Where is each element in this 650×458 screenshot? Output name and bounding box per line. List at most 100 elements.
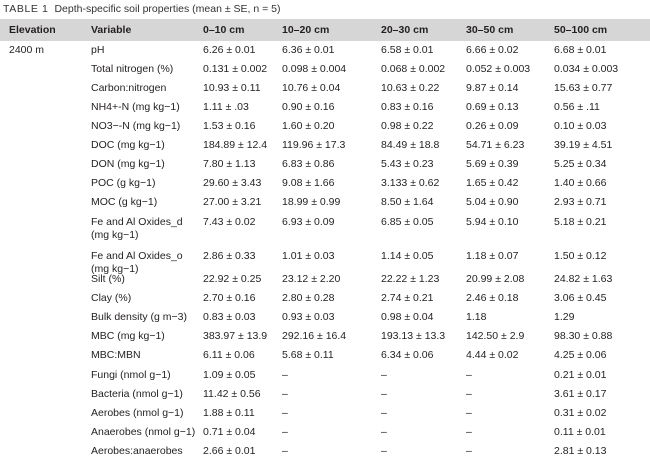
value-cell: 0.098 ± 0.004: [282, 63, 347, 75]
variable-cell: Fungi (nmol g−1): [91, 369, 171, 381]
value-cell: 0.90 ± 0.16: [282, 101, 335, 113]
value-cell: 5.18 ± 0.21: [554, 216, 607, 228]
value-cell: 1.29: [554, 311, 575, 323]
value-cell: 1.14 ± 0.05: [381, 250, 434, 262]
variable-cell: Aerobes:anaerobes: [91, 445, 183, 457]
value-cell: 10.76 ± 0.04: [282, 82, 341, 94]
value-cell: 0.83 ± 0.03: [203, 311, 256, 323]
value-cell: 39.19 ± 4.51: [554, 139, 613, 151]
value-cell: 1.11 ± .03: [203, 101, 249, 113]
value-cell: –: [381, 388, 387, 400]
value-cell: 0.11 ± 0.01: [554, 426, 606, 438]
value-cell: 1.65 ± 0.42: [466, 177, 519, 189]
value-cell: 27.00 ± 3.21: [203, 196, 262, 208]
variable-cell: Silt (%): [91, 273, 125, 285]
value-cell: 22.92 ± 0.25: [203, 273, 262, 285]
value-cell: 29.60 ± 3.43: [203, 177, 262, 189]
variable-cell: Bulk density (g m−3): [91, 311, 187, 323]
value-cell: 1.09 ± 0.05: [203, 369, 256, 381]
value-cell: 5.94 ± 0.10: [466, 216, 519, 228]
value-cell: 2.80 ± 0.28: [282, 292, 335, 304]
value-cell: 0.98 ± 0.04: [381, 311, 434, 323]
value-cell: 0.71 ± 0.04: [203, 426, 256, 438]
variable-cell: NH4+-N (mg kg−1): [91, 101, 180, 113]
value-cell: 9.08 ± 1.66: [282, 177, 335, 189]
header-variable: Variable: [91, 24, 132, 36]
value-cell: –: [466, 407, 472, 419]
value-cell: 0.31 ± 0.02: [554, 407, 607, 419]
value-cell: 142.50 ± 2.9: [466, 330, 525, 342]
table-header: Elevation Variable 0–10 cm 10–20 cm 20–3…: [0, 19, 650, 41]
value-cell: 0.034 ± 0.003: [554, 63, 619, 75]
value-cell: 6.68 ± 0.01: [554, 44, 607, 56]
value-cell: 3.133 ± 0.62: [381, 177, 440, 189]
variable-cell: Fe and Al Oxides_d (mg kg−1): [91, 216, 183, 241]
value-cell: 0.56 ± .11: [554, 101, 600, 113]
value-cell: 1.53 ± 0.16: [203, 120, 256, 132]
variable-cell: MBC (mg kg−1): [91, 330, 165, 342]
variable-cell: Bacteria (nmol g−1): [91, 388, 183, 400]
value-cell: –: [381, 445, 387, 457]
value-cell: 2.74 ± 0.21: [381, 292, 434, 304]
value-cell: 6.83 ± 0.86: [282, 158, 335, 170]
value-cell: –: [466, 426, 472, 438]
value-cell: 5.69 ± 0.39: [466, 158, 519, 170]
value-cell: –: [381, 407, 387, 419]
value-cell: 4.44 ± 0.02: [466, 349, 519, 361]
variable-cell: DOC (mg kg−1): [91, 139, 165, 151]
variable-cell: MOC (g kg−1): [91, 196, 158, 208]
variable-cell: Carbon:nitrogen: [91, 82, 167, 94]
value-cell: 0.98 ± 0.22: [381, 120, 434, 132]
header-depth-50-100: 50–100 cm: [554, 24, 608, 36]
header-depth-0-10: 0–10 cm: [203, 24, 245, 36]
value-cell: 193.13 ± 13.3: [381, 330, 446, 342]
table-title: Depth-specific soil properties (mean ± S…: [54, 3, 281, 15]
value-cell: 6.93 ± 0.09: [282, 216, 335, 228]
value-cell: 6.66 ± 0.02: [466, 44, 519, 56]
variable-cell: Total nitrogen (%): [91, 63, 174, 75]
value-cell: 8.50 ± 1.64: [381, 196, 434, 208]
value-cell: 0.83 ± 0.16: [381, 101, 434, 113]
value-cell: 119.96 ± 17.3: [282, 139, 346, 151]
value-cell: –: [282, 426, 288, 438]
value-cell: 6.58 ± 0.01: [381, 44, 434, 56]
value-cell: –: [282, 388, 288, 400]
value-cell: 7.80 ± 1.13: [203, 158, 256, 170]
variable-cell: pH: [91, 44, 105, 56]
value-cell: 3.61 ± 0.17: [554, 388, 607, 400]
value-cell: 1.18 ± 0.07: [466, 250, 519, 262]
value-cell: 2.70 ± 0.16: [203, 292, 256, 304]
value-cell: 84.49 ± 18.8: [381, 139, 440, 151]
value-cell: 6.36 ± 0.01: [282, 44, 335, 56]
value-cell: 9.87 ± 0.14: [466, 82, 519, 94]
value-cell: 1.40 ± 0.66: [554, 177, 607, 189]
header-elevation: Elevation: [9, 24, 56, 36]
value-cell: 22.22 ± 1.23: [381, 273, 440, 285]
value-cell: 24.82 ± 1.63: [554, 273, 613, 285]
value-cell: 1.60 ± 0.20: [282, 120, 335, 132]
value-cell: 11.42 ± 0.56: [203, 388, 261, 400]
variable-cell: Clay (%): [91, 292, 132, 304]
value-cell: 54.71 ± 6.23: [466, 139, 525, 151]
variable-cell: DON (mg kg−1): [91, 158, 165, 170]
variable-cell: Anaerobes (nmol g−1): [91, 426, 196, 438]
value-cell: –: [381, 426, 387, 438]
value-cell: 1.18: [466, 311, 487, 323]
value-cell: 0.69 ± 0.13: [466, 101, 519, 113]
value-cell: 5.43 ± 0.23: [381, 158, 434, 170]
value-cell: 6.26 ± 0.01: [203, 44, 256, 56]
value-cell: 98.30 ± 0.88: [554, 330, 613, 342]
value-cell: 0.21 ± 0.01: [554, 369, 607, 381]
value-cell: 1.88 ± 0.11: [203, 407, 255, 419]
value-cell: 20.99 ± 2.08: [466, 273, 525, 285]
value-cell: –: [282, 369, 288, 381]
value-cell: 18.99 ± 0.99: [282, 196, 341, 208]
value-cell: –: [466, 445, 472, 457]
variable-cell: NO3−-N (mg kg−1): [91, 120, 181, 132]
value-cell: 292.16 ± 16.4: [282, 330, 347, 342]
value-cell: –: [466, 388, 472, 400]
header-depth-10-20: 10–20 cm: [282, 24, 330, 36]
header-depth-30-50: 30–50 cm: [466, 24, 514, 36]
value-cell: 0.93 ± 0.03: [282, 311, 335, 323]
value-cell: 2.86 ± 0.33: [203, 250, 256, 262]
